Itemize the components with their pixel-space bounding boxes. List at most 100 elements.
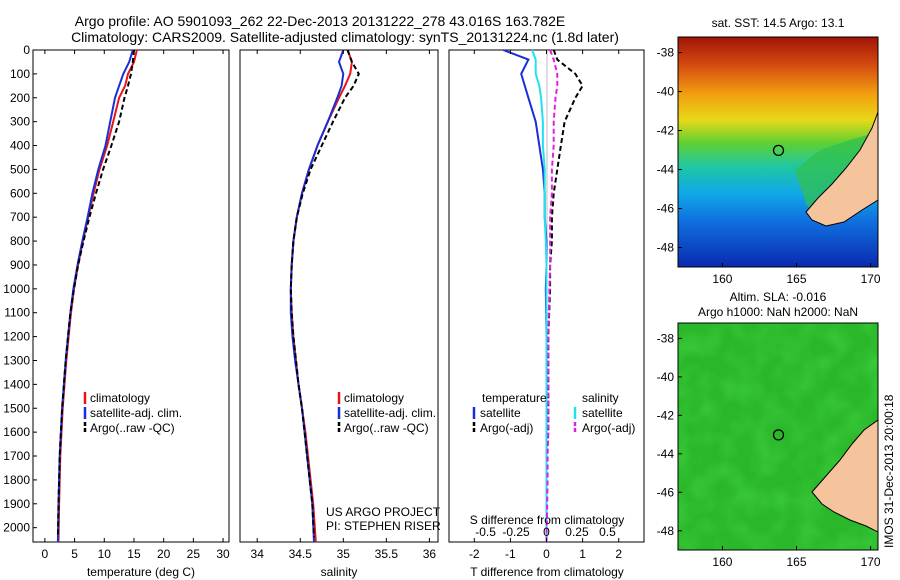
- series-satellite-adj-clim: [289, 49, 345, 543]
- y-tick-label: 1000: [3, 282, 30, 296]
- sal-legend-satellite-adj-label: satellite-adj. clim.: [344, 406, 436, 420]
- diff-legend-t-argo-label: Argo(-adj): [480, 421, 533, 435]
- legend-title-salinity: salinity: [582, 391, 619, 405]
- y-tick-label: 700: [10, 210, 30, 224]
- x-tick-label: 34.5: [289, 547, 313, 561]
- sla-map-title: Altim. SLA: -0.016: [730, 290, 827, 304]
- argo-float-marker: [772, 144, 785, 157]
- salinity-axes-frame: [239, 49, 439, 543]
- x-tick-label: 0: [42, 547, 49, 561]
- temperature-axes-frame: [32, 49, 230, 543]
- y-tick-label: 600: [10, 186, 30, 200]
- y-tick-label: 100: [10, 67, 30, 81]
- series-salinity-argo-adj: [545, 49, 559, 543]
- x-tick-label: 10: [98, 547, 112, 561]
- s-diff-tick-label: -0.25: [502, 525, 530, 539]
- y-tick-label: 400: [10, 139, 30, 153]
- difference-panel: -2 -1 0 1 2 -0.5 -0.25 0 0.25 0.5 T difference f…: [448, 49, 645, 579]
- y-tick-label: 1700: [3, 449, 30, 463]
- map-x-tick-label: 165: [787, 555, 807, 569]
- y-tick-label: 2000: [3, 521, 30, 535]
- y-tick-label: 1300: [3, 353, 30, 367]
- title-line-2: Climatology: CARS2009. Satellite-adjuste…: [71, 29, 619, 45]
- x-tick-label: 25: [187, 547, 201, 561]
- y-tick-label: 0: [23, 43, 30, 57]
- s-diff-tick-label: 0: [543, 525, 550, 539]
- map-y-tick-label: -48: [657, 241, 675, 255]
- s-diff-tick-label: -0.5: [475, 525, 496, 539]
- diff-legend-s-satellite-label: satellite: [582, 406, 623, 420]
- x-tick-label: 15: [127, 547, 141, 561]
- s-diff-tick-label: 0.25: [565, 525, 589, 539]
- y-tick-label: 1600: [3, 425, 30, 439]
- map-y-tick-label: -40: [657, 85, 675, 99]
- y-tick-label: 800: [10, 234, 30, 248]
- sal-legend-climatology-label: climatology: [344, 391, 404, 405]
- map-x-tick-label: 165: [787, 272, 807, 286]
- x-tick-label: 5: [71, 547, 78, 561]
- sla-map-panel: Altim. SLA: -0.016 Argo h1000: NaN h2000…: [657, 290, 881, 569]
- sal-legend-argo-label: Argo(..raw -QC): [344, 421, 429, 435]
- map-y-tick-label: -40: [657, 370, 675, 384]
- salinity-legend: climatology satellite-adj. clim. Argo(..…: [337, 391, 436, 435]
- temperature-x-axis-label: temperature (deg C): [87, 565, 195, 579]
- y-tick-label: 1900: [3, 497, 30, 511]
- title-line-1: Argo profile: AO 5901093_262 22-Dec-2013…: [75, 13, 565, 29]
- temperature-panel: 0 5 10 15 20 25 30 0 100 200 300 400 500 600 700 800 90…: [3, 43, 230, 579]
- salinity-panel: 34 34.5 35 35.5 36 salinity climatology sate…: [239, 49, 441, 579]
- x-tick-label: 20: [157, 547, 171, 561]
- y-tick-label: 1200: [3, 330, 30, 344]
- argo-float-marker: [772, 429, 785, 441]
- series-climatology: [57, 49, 138, 543]
- t-difference-axis-label: T difference from climatology: [470, 565, 624, 579]
- sla-map-frame: [677, 322, 879, 551]
- x-tick-label: 0: [543, 547, 550, 561]
- diff-legend-s-argo-label: Argo(-adj): [582, 421, 635, 435]
- sst-map-frame: [677, 36, 879, 268]
- map-y-tick-label: -42: [657, 408, 675, 422]
- x-tick-label: 2: [615, 547, 622, 561]
- series-argo-adj: [545, 49, 584, 542]
- map-y-tick-label: -44: [657, 163, 675, 177]
- series-satellite: [502, 49, 548, 542]
- x-tick-label: 35: [337, 547, 351, 561]
- x-tick-label: -1: [505, 547, 516, 561]
- salinity-x-axis-label: salinity: [321, 565, 358, 579]
- series-argo-raw-qc: [56, 49, 135, 538]
- series-argo-raw-qc: [289, 49, 360, 538]
- map-y-tick-label: -46: [657, 485, 675, 499]
- map-x-tick-label: 160: [712, 555, 732, 569]
- map-x-tick-label: 170: [861, 272, 881, 286]
- temperature-legend: climatology satellite-adj. clim. Argo(..…: [83, 391, 182, 435]
- map-y-tick-label: -42: [657, 124, 675, 138]
- series-climatology: [289, 49, 353, 543]
- y-tick-label: 1800: [3, 473, 30, 487]
- sst-land: [805, 111, 878, 227]
- x-tick-label: -2: [469, 547, 480, 561]
- map-y-tick-label: -38: [657, 46, 675, 60]
- map-y-tick-label: -46: [657, 202, 675, 216]
- map-y-tick-label: -44: [657, 447, 675, 461]
- pi-annotation: PI: STEPHEN RISER: [326, 519, 441, 533]
- diff-legend-t-satellite-label: satellite: [480, 406, 521, 420]
- map-y-tick-label: -38: [657, 331, 675, 345]
- y-tick-label: 1100: [4, 306, 30, 320]
- sst-map-title: sat. SST: 14.5 Argo: 13.1: [712, 16, 845, 30]
- s-diff-tick-label: 0.5: [599, 525, 616, 539]
- imos-timestamp: IMOS 31-Dec-2013 20:00:18: [882, 394, 896, 548]
- series-salinity-satellite: [531, 49, 548, 542]
- x-tick-label: 35.5: [375, 547, 399, 561]
- sla-map-subtitle: Argo h1000: NaN h2000: NaN: [698, 305, 858, 319]
- difference-legend: temperature salinity satellite Argo(-adj…: [472, 391, 635, 435]
- y-tick-label: 500: [10, 162, 30, 176]
- legend-title-temperature: temperature: [482, 391, 547, 405]
- sst-map-panel: sat. SST: 14.5 Argo: 13.1 160 165 170 -38 -…: [657, 16, 881, 286]
- map-x-tick-label: 160: [712, 272, 732, 286]
- y-tick-label: 900: [10, 258, 30, 272]
- legend-argo-label: Argo(..raw -QC): [90, 421, 175, 435]
- project-annotation: US ARGO PROJECT: [326, 505, 441, 519]
- legend-satellite-adj-label: satellite-adj. clim.: [90, 406, 182, 420]
- y-tick-label: 1400: [3, 377, 30, 391]
- map-y-tick-label: -48: [657, 524, 675, 538]
